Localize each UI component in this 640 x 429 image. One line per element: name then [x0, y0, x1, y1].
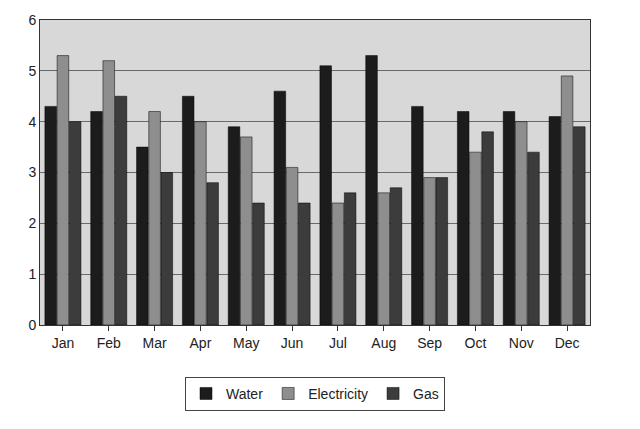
- svg-text:6: 6: [28, 12, 36, 28]
- svg-text:Jul: Jul: [329, 335, 347, 351]
- svg-text:Electricity: Electricity: [308, 386, 368, 402]
- svg-text:4: 4: [28, 114, 36, 130]
- svg-text:3: 3: [28, 164, 36, 180]
- svg-text:0: 0: [28, 317, 36, 333]
- svg-text:Oct: Oct: [465, 335, 487, 351]
- svg-text:Feb: Feb: [97, 335, 121, 351]
- svg-text:Nov: Nov: [509, 335, 534, 351]
- svg-text:Jun: Jun: [281, 335, 304, 351]
- svg-text:Water: Water: [226, 386, 263, 402]
- svg-text:Aug: Aug: [371, 335, 396, 351]
- svg-text:5: 5: [28, 63, 36, 79]
- svg-text:Gas: Gas: [413, 386, 439, 402]
- svg-text:Dec: Dec: [555, 335, 580, 351]
- svg-text:Mar: Mar: [143, 335, 167, 351]
- svg-text:Apr: Apr: [190, 335, 212, 351]
- svg-text:1: 1: [28, 266, 36, 282]
- svg-text:2: 2: [28, 215, 36, 231]
- svg-text:Jan: Jan: [52, 335, 75, 351]
- svg-text:Sep: Sep: [417, 335, 442, 351]
- svg-text:May: May: [233, 335, 259, 351]
